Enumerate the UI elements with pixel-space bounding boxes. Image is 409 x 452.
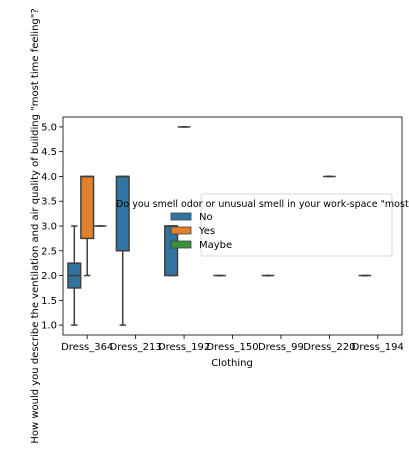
legend-swatch (170, 226, 192, 235)
legend-title: Do you smell odor or unusual smell in yo… (116, 199, 409, 210)
y-tick-label: 5.0 (41, 122, 57, 133)
boxes (67, 126, 372, 326)
y-tick-label: 1.0 (41, 321, 57, 332)
legend-swatch (170, 212, 192, 221)
x-tick-label: Dress_220 (303, 342, 355, 353)
legend-frame (200, 193, 393, 257)
box-no-dress_213 (115, 175, 130, 326)
legend-label: No (199, 212, 213, 223)
y-tick-label: 2.5 (41, 246, 57, 257)
y-tick-label: 4.0 (41, 172, 57, 183)
axes-frame (62, 116, 403, 336)
x-tick-label: Dress_364 (61, 342, 113, 353)
y-tick-label: 4.5 (41, 147, 57, 158)
x-tick-label: Dress_213 (110, 342, 162, 353)
box-yes-dress_364 (80, 175, 95, 277)
y-tick-label: 3.0 (41, 222, 57, 233)
legend-entries: No Yes Maybe (170, 212, 232, 251)
box-no-dress_192 (164, 225, 179, 277)
x-tick-label: Dress_99 (258, 342, 304, 353)
y-tick-label: 1.5 (41, 296, 57, 307)
y-tick-label: 2.0 (41, 271, 57, 282)
x-axis-title: Clothing (211, 358, 253, 369)
x-tick-label: Dress_192 (158, 342, 210, 353)
y-axis-title: How would you describe the ventilation a… (30, 8, 41, 443)
y-axis: 1.0 1.5 2.0 2.5 3.0 3.5 4.0 4.5 5.0 (41, 122, 63, 332)
x-tick-label: Dress_194 (352, 342, 404, 353)
legend-label: Yes (198, 226, 215, 237)
y-tick-label: 3.5 (41, 197, 57, 208)
legend: Do you smell odor or unusual smell in yo… (116, 193, 409, 257)
box-body (80, 175, 95, 240)
x-tick-label: Dress_150 (206, 342, 258, 353)
legend-label: Maybe (199, 240, 232, 251)
box-body (115, 175, 130, 252)
box-no-dress_364 (67, 225, 82, 326)
legend-swatch (170, 240, 192, 249)
